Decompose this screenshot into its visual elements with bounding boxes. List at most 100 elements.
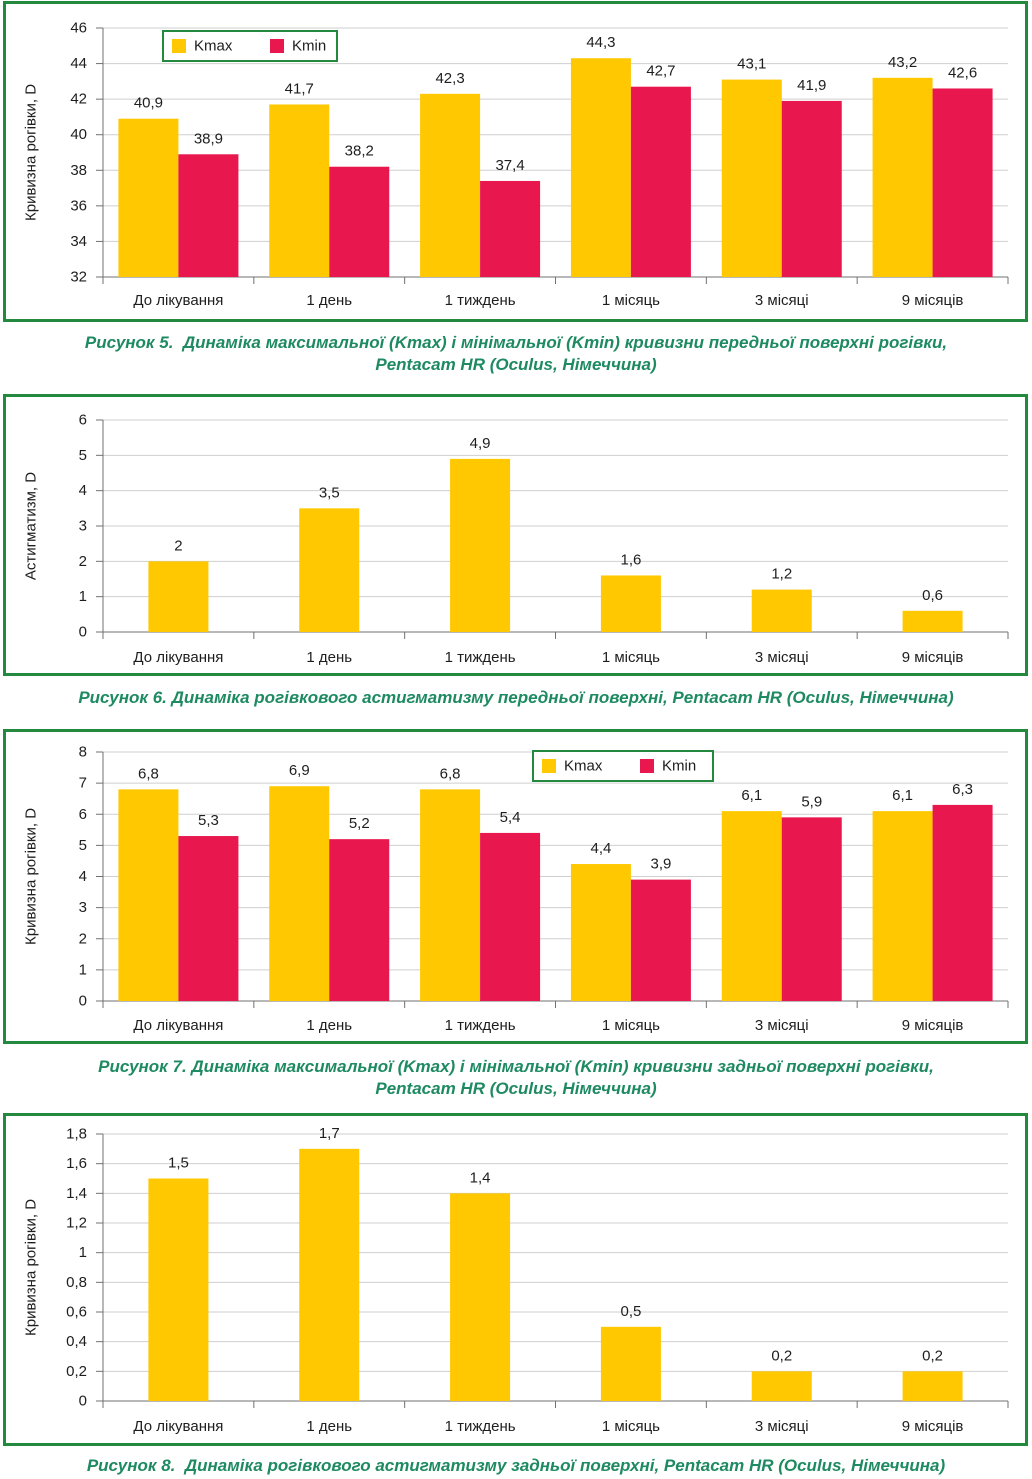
y-tick-label: 34 [70,233,87,250]
y-tick-label: 32 [70,269,87,286]
bar-kmin [329,166,390,277]
x-category-label: 1 тиждень [445,292,516,309]
x-category-label: До лікування [133,1418,223,1435]
data-label-kmin: 5,2 [349,815,370,832]
data-label: 3,5 [319,484,340,501]
x-category-label: 3 місяці [755,1418,809,1435]
bar [600,575,661,632]
y-tick-label: 1 [79,1244,87,1261]
bar [751,589,812,632]
y-tick-label: 4 [79,482,87,499]
x-category-label: 9 місяців [902,292,964,309]
data-label-kmax: 6,9 [289,762,310,779]
data-label: 1,5 [168,1155,189,1172]
y-tick-label: 0 [79,993,87,1010]
bar [450,1193,511,1401]
bar-kmax [721,79,782,277]
caption-line: Pentacam HR (Oculus, Німеччина) [375,1079,657,1098]
data-label-kmax: 4,4 [590,840,611,857]
data-label: 1,4 [470,1169,491,1186]
bar [148,561,209,632]
y-tick-label: 46 [70,20,87,37]
x-category-label: 1 тиждень [445,649,516,666]
data-label-kmin: 3,9 [650,856,671,873]
caption-line: Рисунок 7. Динаміка максимальної (Kmax) … [98,1057,934,1076]
y-tick-label: 36 [70,197,87,214]
bar-kmin [178,154,239,277]
data-label: 1,6 [620,551,641,568]
caption-line: Рисунок 8. Динаміка рогівкового астигмат… [86,1456,946,1475]
y-tick-label: 7 [79,775,87,792]
chart-frame [3,729,1028,1044]
y-tick-label: 40 [70,126,87,143]
bar-kmin [480,832,541,1001]
data-label-kmin: 38,9 [194,130,223,147]
bar-kmin [630,86,691,277]
bar-kmax [872,77,933,277]
data-label: 0,6 [922,587,943,604]
data-label: 4,9 [470,435,491,452]
data-label: 2 [174,537,182,554]
x-category-label: 1 день [306,649,352,666]
y-tick-label: 1,8 [66,1126,87,1143]
x-category-label: 3 місяці [755,1017,809,1034]
x-category-label: 1 місяць [602,1418,660,1435]
bar-kmax [872,811,933,1001]
data-label-kmin: 38,2 [345,143,374,160]
bar-kmax [420,789,481,1001]
x-category-label: 1 день [306,292,352,309]
legend-swatch-kmax [542,759,556,773]
y-tick-label: 0,8 [66,1274,87,1291]
bar-kmax [721,811,782,1001]
data-label-kmax: 43,1 [737,56,766,73]
chart-frame [3,1113,1028,1446]
y-tick-label: 2 [79,553,87,570]
legend: Kmax Kmin [532,750,714,782]
data-label-kmax: 6,1 [741,787,762,804]
y-tick-label: 6 [79,806,87,823]
legend-box [162,30,338,62]
figure-5-caption: Рисунок 5. Динаміка максимальної (Kmax) … [0,332,1032,376]
y-axis-title: Астигматизм, D [23,472,40,580]
figure-6-caption: Рисунок 6. Динаміка рогівкового астигмат… [0,687,1032,709]
bar-kmax [118,789,179,1001]
data-label: 1,2 [771,566,792,583]
data-label-kmin: 5,4 [500,809,521,826]
bar-kmin [781,100,842,278]
bar-kmin [178,836,239,1001]
bar-kmax [269,104,330,277]
data-label: 0,5 [620,1303,641,1320]
data-label-kmax: 43,2 [888,54,917,71]
legend-label-kmin: Kmin [662,758,696,775]
y-tick-label: 1,4 [66,1185,87,1202]
y-tick-label: 38 [70,162,87,179]
bar-kmin [932,804,993,1001]
data-label-kmin: 41,9 [797,77,826,94]
y-tick-label: 1,2 [66,1215,87,1232]
y-tick-label: 6 [79,412,87,429]
data-label-kmax: 40,9 [134,95,163,112]
x-category-label: 1 день [306,1418,352,1435]
data-label-kmin: 5,9 [801,793,822,810]
bar [751,1371,812,1401]
y-tick-label: 2 [79,930,87,947]
bar-kmax [420,93,481,277]
y-tick-label: 0 [79,624,87,641]
x-category-label: До лікування [133,649,223,666]
legend-swatch-kmax [172,39,186,53]
legend-swatch-kmin [270,39,284,53]
figure-5-chart: 32 34 36 38 40 42 44 46 40,9 41,7 42,3 44,3 43,1 43,2… [3,1,1028,322]
bar [600,1326,661,1401]
data-label-kmax: 42,3 [435,70,464,87]
x-category-label: До лікування [133,292,223,309]
bar-kmin [329,839,390,1001]
y-tick-label: 0,2 [66,1363,87,1380]
x-category-label: 9 місяців [902,1418,964,1435]
data-label-kmin: 42,6 [948,64,977,81]
bar-kmax [118,118,179,277]
data-label-kmax: 6,8 [138,765,159,782]
data-label: 0,2 [771,1347,792,1364]
data-label-kmin: 42,7 [646,63,675,80]
data-label-kmax: 41,7 [285,80,314,97]
